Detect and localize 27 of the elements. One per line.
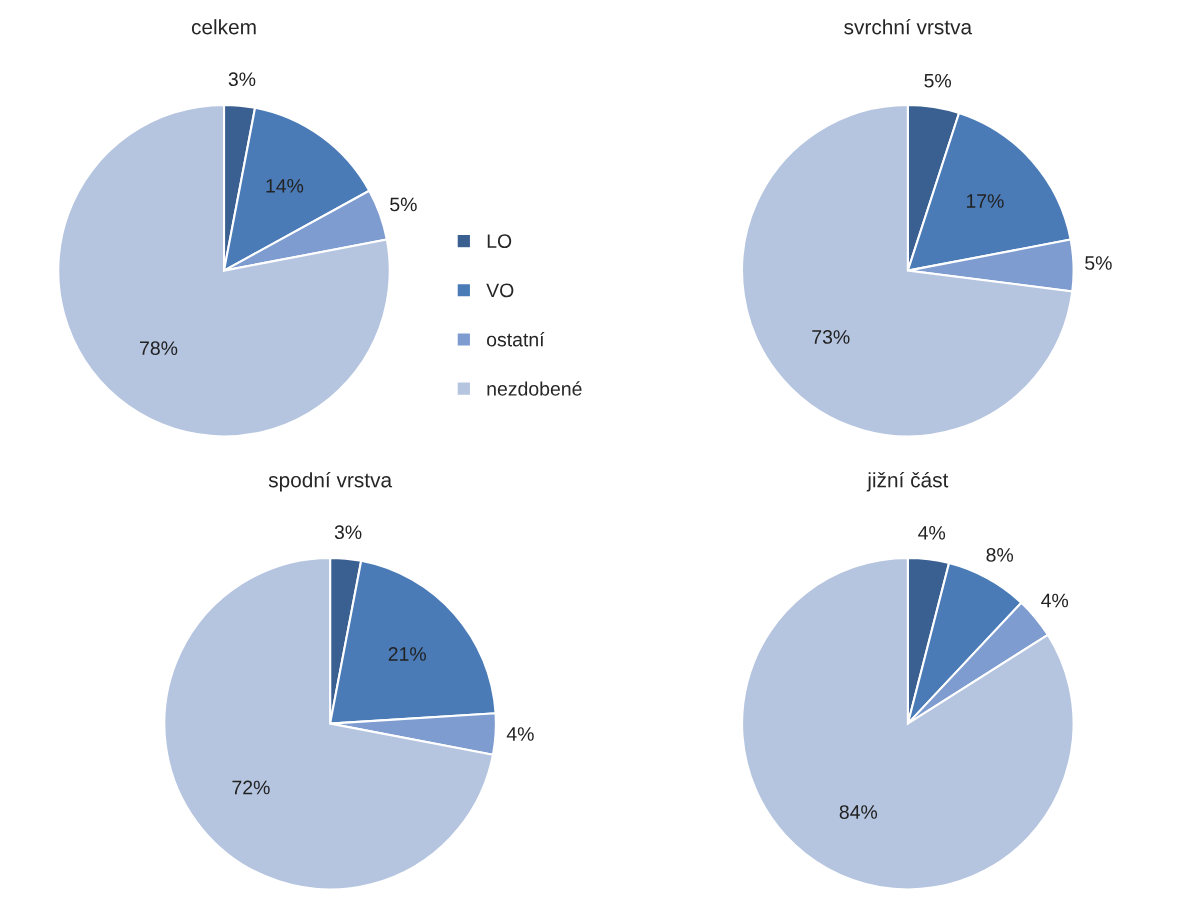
data-label: 14% (266, 179, 304, 193)
chart-title: spodní vrstva (268, 471, 393, 492)
pie-slice (741, 103, 1074, 438)
chart-title: svrchní vrstva (844, 18, 973, 35)
data-label: 84% (839, 805, 878, 819)
data-label: 4% (918, 526, 946, 540)
data-label: 3% (334, 525, 362, 540)
pie-slice (57, 103, 391, 438)
chart-title: celkem (191, 19, 256, 35)
data-label: 4% (506, 727, 534, 741)
legend-label: nezdobené (487, 381, 582, 396)
legend-label: LO (487, 234, 512, 249)
data-label: 78% (140, 341, 178, 356)
pie-slice (163, 556, 494, 891)
data-label: 21% (388, 647, 426, 661)
chart-title: jižní část (866, 471, 949, 492)
legend-label: VO (486, 283, 514, 298)
data-label: 5% (924, 73, 952, 88)
data-label: 3% (228, 72, 256, 87)
data-label: 17% (966, 194, 1004, 208)
legend-label: ostatní (487, 331, 545, 347)
data-label: 5% (1085, 256, 1112, 270)
data-label: 5% (390, 197, 417, 212)
data-label: 4% (1041, 593, 1069, 608)
data-label: 73% (812, 330, 850, 344)
data-label: 8% (986, 548, 1014, 562)
data-label: 72% (232, 780, 270, 795)
